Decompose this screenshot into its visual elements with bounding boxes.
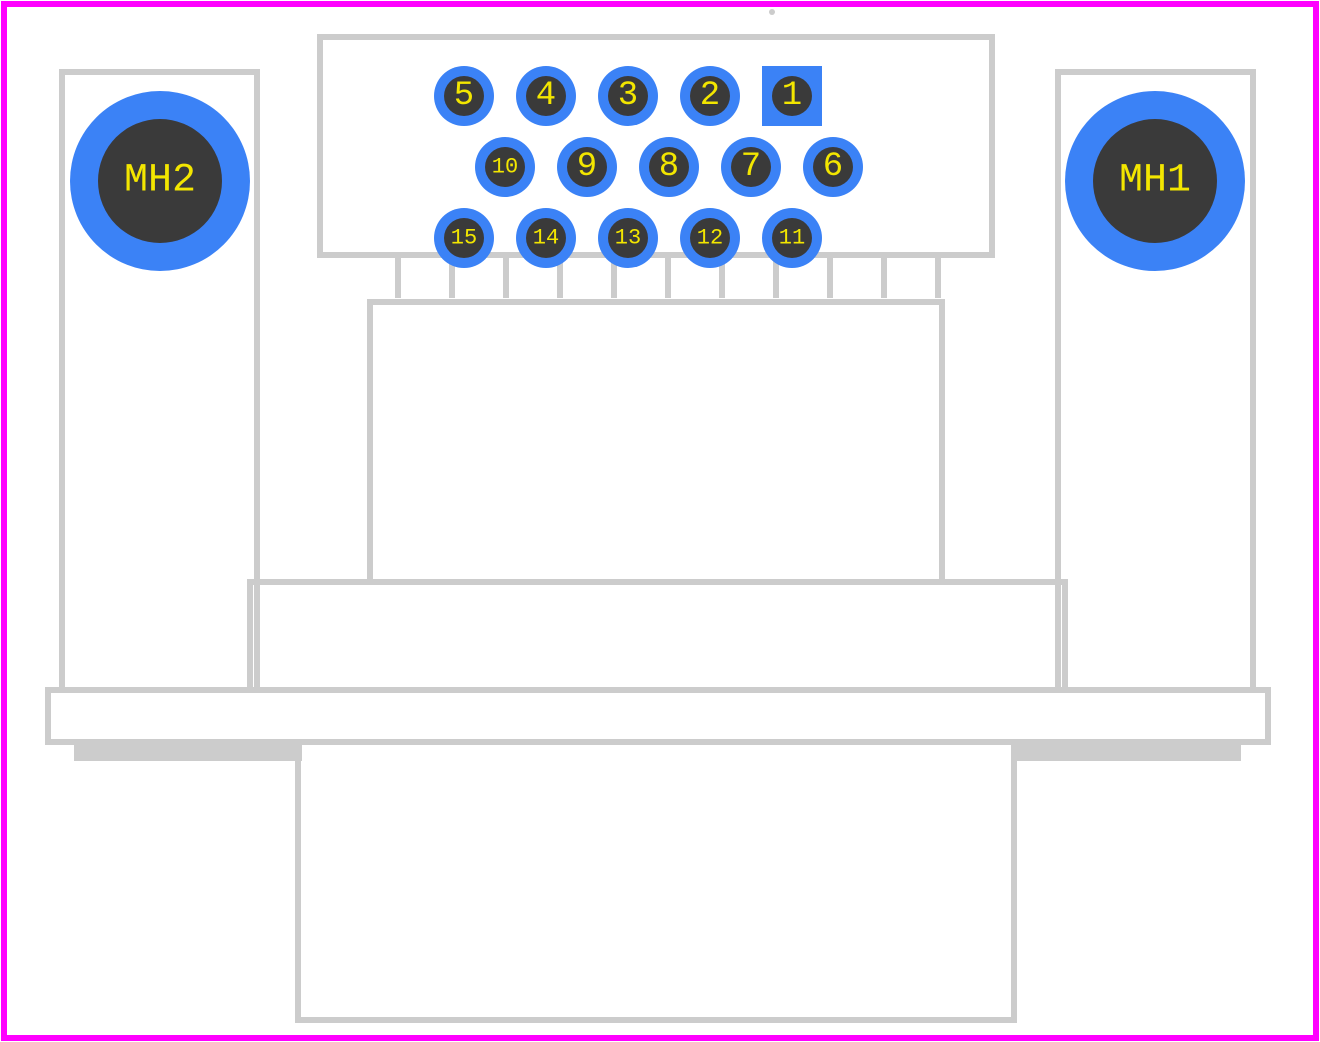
pin-15-label: 15	[451, 226, 477, 251]
pin-11-label: 11	[779, 226, 805, 251]
pin-5-label: 5	[454, 77, 474, 115]
mh2-label: MH2	[124, 159, 196, 204]
pin-3-label: 3	[618, 77, 638, 115]
mh1-label: MH1	[1119, 159, 1191, 204]
pin-7-label: 7	[741, 148, 761, 186]
pin-14-label: 14	[533, 226, 559, 251]
silk-rect-7	[1016, 744, 1238, 758]
pin-1-label: 1	[782, 77, 802, 115]
pin-9-label: 9	[577, 148, 597, 186]
pin-8-label: 8	[659, 148, 679, 186]
pin-2-label: 2	[700, 77, 720, 115]
pin-6-label: 6	[823, 148, 843, 186]
pin-10-label: 10	[492, 155, 518, 180]
pin-12-label: 12	[697, 226, 723, 251]
pin-4-label: 4	[536, 77, 556, 115]
silk-rect-6	[77, 744, 299, 758]
pin-13-label: 13	[615, 226, 641, 251]
origin-marker	[769, 9, 775, 15]
